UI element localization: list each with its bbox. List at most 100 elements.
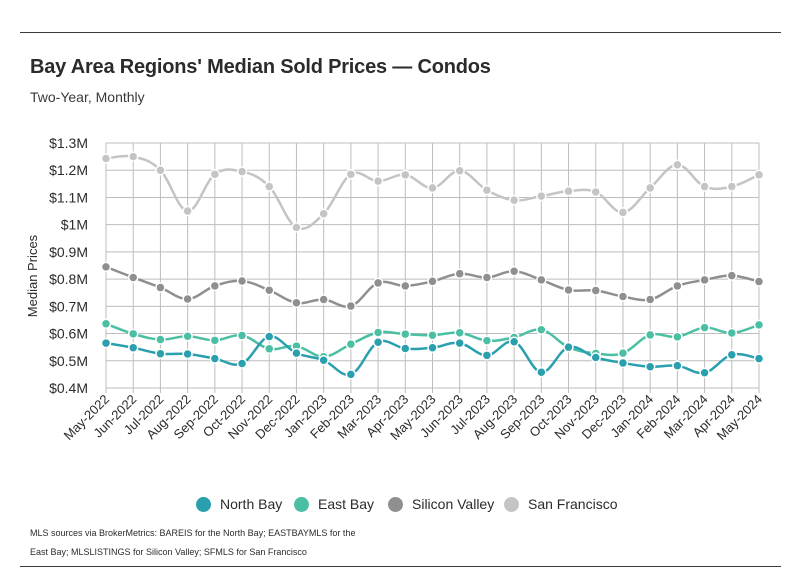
data-point-silicon-valley — [155, 282, 166, 293]
data-point-north-bay — [264, 331, 275, 342]
top-rule — [20, 32, 781, 33]
legend-item-north-bay: North Bay — [196, 494, 282, 514]
data-point-north-bay — [291, 347, 302, 359]
data-point-silicon-valley — [672, 280, 683, 292]
legend-label-san-francisco: San Francisco — [528, 496, 618, 512]
data-point-east-bay — [672, 331, 683, 343]
data-point-san-francisco — [454, 165, 465, 177]
data-point-san-francisco — [726, 181, 738, 192]
data-point-north-bay — [345, 369, 357, 380]
bottom-rule — [20, 566, 781, 567]
y-tick-label: $0.8M — [49, 271, 88, 287]
series-san-francisco — [100, 151, 765, 233]
data-point-east-bay — [182, 331, 193, 342]
data-point-silicon-valley — [481, 272, 493, 283]
grid-lines — [105, 142, 760, 393]
data-point-san-francisco — [182, 205, 193, 217]
data-point-san-francisco — [753, 169, 765, 181]
data-point-san-francisco — [318, 208, 329, 220]
data-point-san-francisco — [563, 185, 574, 197]
legend-item-san-francisco: San Francisco — [504, 494, 617, 514]
data-point-north-bay — [318, 354, 329, 366]
data-point-silicon-valley — [590, 285, 601, 296]
data-point-east-bay — [644, 329, 656, 341]
data-point-north-bay — [209, 353, 221, 364]
legend-swatch-san-francisco — [504, 496, 519, 512]
chart-subtitle: Two-Year, Monthly — [30, 89, 145, 105]
data-point-east-bay — [400, 328, 411, 340]
data-point-north-bay — [127, 342, 139, 353]
legend-item-east-bay: East Bay — [294, 494, 374, 514]
data-point-san-francisco — [264, 181, 275, 192]
data-point-san-francisco — [672, 159, 683, 171]
data-point-east-bay — [155, 334, 166, 345]
data-point-san-francisco — [536, 190, 547, 202]
y-axis-label: Median Prices — [25, 234, 40, 317]
data-point-silicon-valley — [726, 270, 738, 281]
line-chart: $0.4M $0.5M $0.6M $0.7M $0.8M $0.9M $1M $1.1M $1… — [25, 135, 765, 443]
data-point-north-bay — [617, 357, 629, 369]
data-point-east-bay — [481, 335, 493, 346]
data-point-east-bay — [100, 318, 112, 330]
data-point-san-francisco — [590, 186, 601, 198]
legend-swatch-north-bay — [196, 496, 211, 512]
y-tick-label: $1.1M — [49, 189, 88, 205]
legend-label-east-bay: East Bay — [318, 496, 375, 512]
data-point-silicon-valley — [454, 268, 465, 279]
legend-label-silicon-valley: Silicon Valley — [412, 496, 495, 512]
series-silicon-valley — [100, 261, 765, 312]
data-point-silicon-valley — [699, 274, 710, 286]
data-point-silicon-valley — [236, 275, 248, 287]
data-point-silicon-valley — [127, 272, 139, 283]
chart-legend: North Bay East Bay Silicon Valley San Franc… — [0, 494, 801, 514]
data-point-silicon-valley — [182, 293, 193, 305]
data-point-east-bay — [372, 327, 384, 338]
data-point-north-bay — [699, 367, 710, 379]
data-point-north-bay — [726, 349, 738, 361]
y-tick-label: $1.2M — [49, 162, 88, 178]
data-point-north-bay — [372, 337, 384, 348]
data-point-silicon-valley — [372, 277, 384, 289]
data-point-silicon-valley — [100, 261, 112, 273]
data-point-san-francisco — [481, 184, 493, 196]
data-point-san-francisco — [508, 194, 520, 206]
data-point-east-bay — [345, 338, 357, 350]
data-point-east-bay — [264, 343, 275, 355]
data-point-san-francisco — [236, 166, 248, 177]
data-point-san-francisco — [127, 151, 139, 162]
data-point-north-bay — [563, 341, 574, 353]
data-point-north-bay — [400, 343, 411, 354]
data-point-silicon-valley — [209, 280, 221, 292]
data-point-north-bay — [536, 366, 547, 378]
data-point-silicon-valley — [264, 285, 275, 296]
data-point-silicon-valley — [536, 274, 547, 286]
data-point-north-bay — [644, 361, 656, 373]
data-point-east-bay — [427, 329, 438, 341]
data-point-silicon-valley — [427, 276, 438, 287]
data-point-north-bay — [590, 352, 601, 363]
y-tick-label: $0.6M — [49, 326, 88, 342]
series-north-bay — [100, 331, 765, 380]
y-tick-label: $0.4M — [49, 380, 88, 396]
legend-label-north-bay: North Bay — [220, 496, 283, 512]
data-point-san-francisco — [644, 182, 656, 194]
data-point-east-bay — [753, 319, 765, 331]
data-point-san-francisco — [155, 164, 166, 176]
data-point-east-bay — [236, 330, 248, 341]
data-point-north-bay — [427, 342, 438, 353]
data-point-east-bay — [454, 327, 465, 338]
data-point-east-bay — [536, 324, 547, 335]
data-point-silicon-valley — [617, 291, 629, 302]
y-tick-label: $1.3M — [49, 135, 88, 151]
data-point-san-francisco — [291, 222, 302, 233]
legend-swatch-silicon-valley — [388, 496, 403, 512]
y-tick-label: $1M — [61, 217, 88, 233]
data-point-san-francisco — [617, 207, 629, 218]
y-tick-label: $0.7M — [49, 298, 88, 314]
data-point-north-bay — [236, 358, 248, 369]
data-point-north-bay — [753, 353, 765, 364]
series-lines — [100, 151, 765, 380]
data-point-silicon-valley — [291, 297, 302, 309]
chart-title: Bay Area Regions' Median Sold Prices — C… — [30, 56, 491, 78]
y-tick-label: $0.5M — [49, 353, 88, 369]
